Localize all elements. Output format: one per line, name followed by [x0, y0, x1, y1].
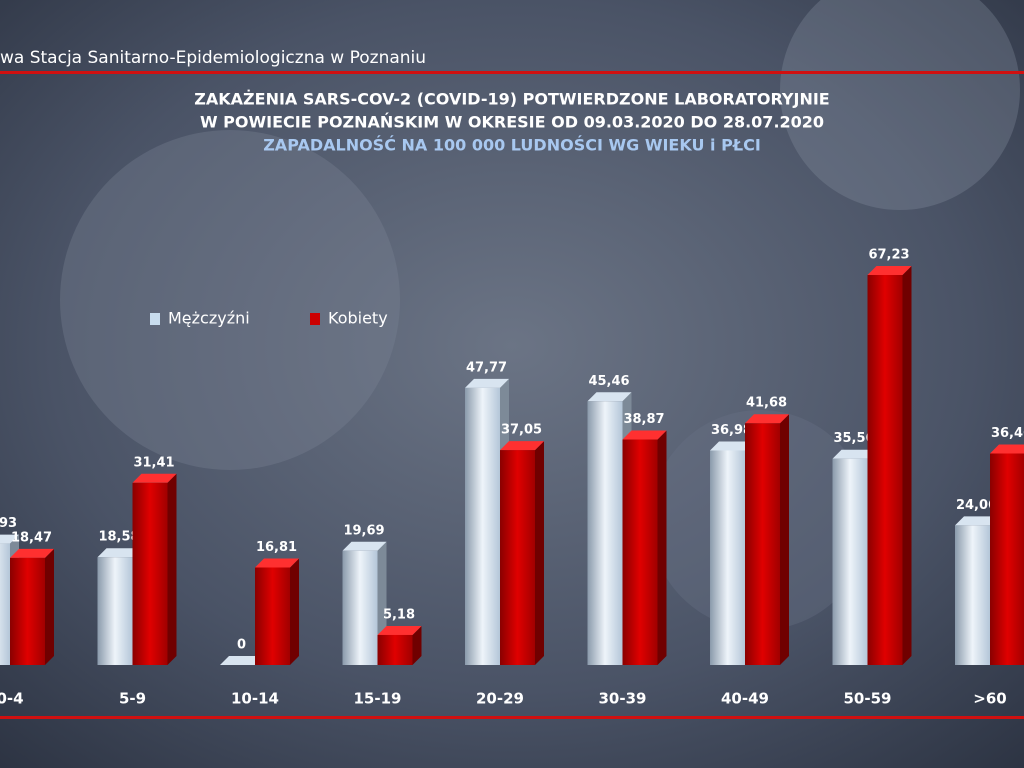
- data-label: 41,68: [746, 396, 787, 411]
- bar-top: [377, 625, 422, 635]
- bar-top: [10, 548, 54, 558]
- bar-top: [990, 444, 1024, 454]
- bar-side: [535, 441, 544, 665]
- data-label: 20,93: [0, 516, 17, 531]
- bar-top: [0, 534, 19, 544]
- bar: [377, 634, 413, 665]
- bar: [587, 401, 623, 665]
- bar: [342, 550, 378, 665]
- data-label: 38,87: [623, 412, 664, 427]
- bar-top: [220, 656, 264, 665]
- bar-top: [342, 541, 387, 551]
- bar: [745, 423, 780, 665]
- bar: [132, 482, 168, 665]
- footer-line: [0, 716, 1024, 719]
- virus-shape: [780, 0, 1020, 210]
- chart-subtitle: ZAPADALNOŚĆ NA 100 000 LUDNOŚCI WG WIEKU…: [263, 136, 761, 155]
- bar-top: [867, 266, 912, 275]
- chart-title: ZAKAŻENIA SARS-COV-2 (COVID-19) POTWIERD…: [194, 90, 829, 109]
- bar-top: [587, 392, 632, 402]
- bar: [867, 275, 903, 665]
- data-label: 18,47: [11, 530, 52, 545]
- x-tick-label: 30-39: [599, 690, 647, 708]
- bar-top: [255, 558, 299, 568]
- data-label: 5,18: [383, 607, 415, 622]
- bar: [710, 450, 745, 665]
- bar: [0, 543, 10, 665]
- data-label: 18,58: [98, 530, 139, 545]
- bar: [465, 387, 500, 665]
- legend-label: Mężczyźni: [168, 309, 250, 328]
- bar-top: [97, 548, 142, 558]
- header: wa Stacja Sanitarno-Epidemiologiczna w P…: [0, 48, 426, 68]
- bar-top: [622, 430, 667, 440]
- data-label: 45,46: [588, 374, 629, 389]
- bar-top: [465, 378, 509, 388]
- data-label: 31,41: [133, 455, 174, 470]
- virus-shape: [60, 130, 400, 470]
- bar-side: [902, 266, 912, 665]
- bar-side: [290, 558, 299, 665]
- bar: [955, 525, 990, 665]
- legend-swatch: [150, 313, 160, 325]
- bar-side: [45, 548, 54, 665]
- x-tick-label: 20-29: [476, 690, 524, 708]
- bar-top: [500, 441, 544, 451]
- x-tick-label: 10-14: [231, 690, 279, 708]
- bar-side: [780, 414, 789, 665]
- bar: [10, 557, 45, 665]
- bar-top: [955, 516, 999, 526]
- bar-top: [745, 414, 789, 424]
- header-line: [0, 71, 1024, 74]
- data-label: 37,05: [501, 423, 542, 438]
- bar-top: [710, 441, 754, 451]
- legend-swatch: [310, 313, 320, 325]
- x-tick-label: 0-4: [0, 690, 24, 708]
- x-tick-label: 15-19: [354, 690, 402, 708]
- bar: [832, 458, 868, 665]
- data-label: 36,98: [711, 423, 752, 438]
- x-tick-label: 50-59: [844, 690, 892, 708]
- data-label: 35,56: [833, 431, 874, 446]
- bar: [255, 567, 290, 665]
- data-label: 16,81: [256, 540, 297, 555]
- data-label: 47,77: [466, 360, 507, 375]
- bar-top: [132, 473, 177, 483]
- data-label: 19,69: [343, 523, 384, 538]
- bar-side: [167, 473, 177, 665]
- x-tick-label: 5-9: [119, 690, 146, 708]
- data-label: 0: [237, 638, 246, 653]
- x-tick-label: 40-49: [721, 690, 769, 708]
- bar: [500, 450, 535, 665]
- data-label: 36,46: [991, 426, 1024, 441]
- bar-side: [657, 430, 667, 665]
- bar: [622, 439, 658, 665]
- bar: [990, 453, 1024, 665]
- x-tick-label: >60: [973, 690, 1006, 708]
- legend-label: Kobiety: [328, 309, 388, 328]
- bar-top: [832, 449, 877, 459]
- data-label: 24,06: [956, 498, 997, 513]
- bar-side: [412, 625, 422, 665]
- data-label: 67,23: [868, 248, 909, 263]
- chart-title: W POWIECIE POZNAŃSKIM W OKRESIE OD 09.03…: [200, 113, 824, 132]
- bar: [97, 557, 133, 665]
